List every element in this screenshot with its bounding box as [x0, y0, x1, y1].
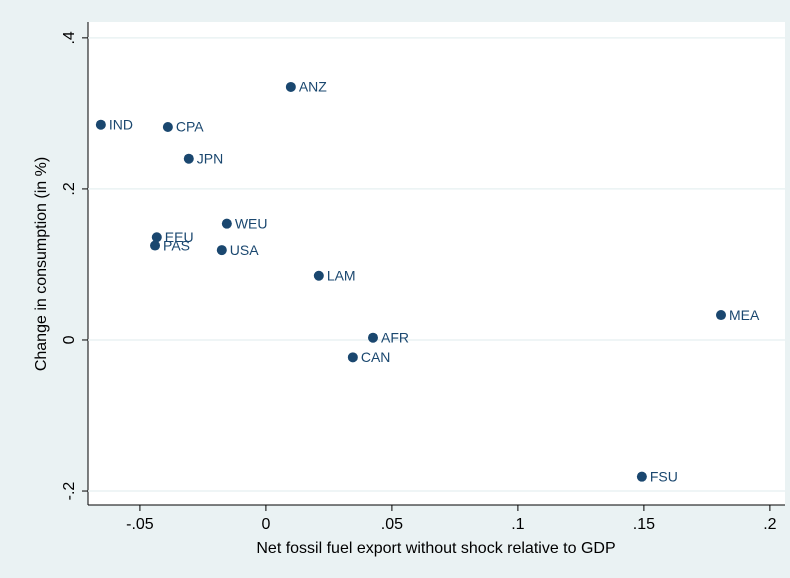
- plot-area: [88, 22, 785, 505]
- y-axis-title: Change in consumption (in %): [33, 157, 50, 371]
- point-label: FSU: [650, 468, 678, 484]
- point-label: LAM: [327, 267, 356, 283]
- point: [636, 471, 647, 482]
- point: [216, 245, 227, 256]
- x-tick-label: .05: [381, 516, 403, 533]
- point-label: AFR: [381, 329, 409, 345]
- point: [150, 240, 161, 251]
- point: [313, 270, 324, 281]
- x-tick-label: .2: [763, 516, 776, 533]
- point-label: WEU: [235, 215, 268, 231]
- point-label: JPN: [197, 150, 223, 166]
- point: [715, 310, 726, 321]
- point-label: CAN: [361, 349, 391, 365]
- point-label: EEU: [165, 229, 194, 245]
- point: [347, 352, 358, 363]
- x-tick-label: .15: [633, 516, 655, 533]
- point-label: MEA: [729, 307, 760, 323]
- point: [183, 153, 194, 164]
- point: [221, 218, 232, 229]
- y-tick-label: 0: [61, 335, 78, 344]
- y-tick-label: .2: [61, 182, 78, 195]
- point: [285, 81, 296, 92]
- point-label: USA: [230, 242, 259, 258]
- x-tick-label: .1: [511, 516, 524, 533]
- point: [367, 332, 378, 343]
- x-axis-title: Net fossil fuel export without shock rel…: [256, 540, 615, 557]
- x-tick-label: -.05: [126, 516, 154, 533]
- point-label: CPA: [176, 119, 204, 135]
- point: [162, 121, 173, 132]
- point: [151, 232, 162, 243]
- point: [95, 119, 106, 130]
- point-label: PAS: [163, 237, 190, 253]
- point-label: ANZ: [299, 79, 327, 95]
- y-tick-label: .4: [61, 31, 78, 44]
- y-tick-label: -.2: [61, 482, 78, 501]
- point-label: IND: [109, 116, 133, 132]
- x-tick-label: 0: [261, 516, 270, 533]
